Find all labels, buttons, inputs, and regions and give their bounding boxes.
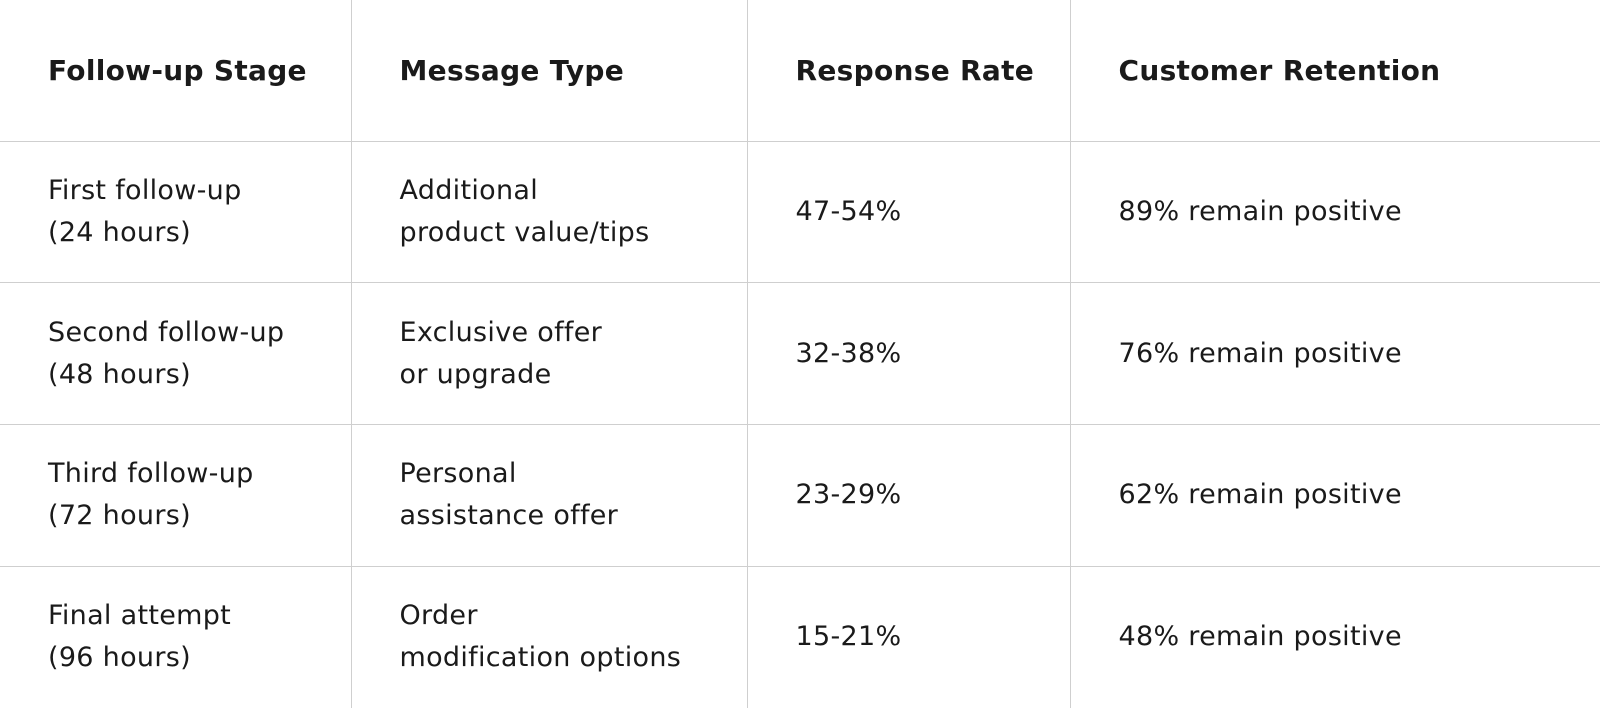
customer-retention-cell: 48% remain positive xyxy=(1069,565,1600,708)
stage-timing: (48 hours) xyxy=(48,358,191,390)
response-rate-cell: 47-54% xyxy=(746,140,1071,284)
header-response-rate: Response Rate xyxy=(746,0,1071,142)
message-type-line-2: or upgrade xyxy=(399,358,552,390)
header-follow-up-stage: Follow-up Stage xyxy=(0,0,352,142)
table-row: Third follow-up (72 hours) Personal assi… xyxy=(0,424,1600,567)
message-type-line-2: assistance offer xyxy=(399,500,619,532)
table-row: Final attempt (96 hours) Order modificat… xyxy=(0,565,1600,708)
response-rate-cell: 32-38% xyxy=(746,282,1071,425)
stage-name: Second follow-up xyxy=(48,316,285,348)
message-type-line-1: Exclusive offer xyxy=(399,316,603,348)
stage-name: First follow-up xyxy=(48,174,242,206)
message-type-cell: Order modification options xyxy=(350,565,748,708)
response-rate-cell: 23-29% xyxy=(746,424,1071,567)
message-type-line-2: modification options xyxy=(399,642,682,674)
table-row: First follow-up (24 hours) Additional pr… xyxy=(0,140,1600,284)
stage-name: Final attempt xyxy=(48,600,232,632)
header-customer-retention: Customer Retention xyxy=(1069,0,1600,142)
stage-timing: (72 hours) xyxy=(48,500,191,532)
message-type-line-1: Personal xyxy=(399,458,517,490)
header-message-type: Message Type xyxy=(350,0,748,142)
stage-timing: (24 hours) xyxy=(48,216,191,248)
stage-cell: Third follow-up (72 hours) xyxy=(0,424,352,567)
customer-retention-cell: 62% remain positive xyxy=(1069,424,1600,567)
message-type-line-1: Additional xyxy=(399,174,539,206)
message-type-cell: Additional product value/tips xyxy=(350,140,748,284)
message-type-line-1: Order xyxy=(399,600,478,632)
response-rate-cell: 15-21% xyxy=(746,565,1071,708)
customer-retention-cell: 89% remain positive xyxy=(1069,140,1600,284)
stage-name: Third follow-up xyxy=(48,458,254,490)
customer-retention-cell: 76% remain positive xyxy=(1069,282,1600,425)
stage-cell: First follow-up (24 hours) xyxy=(0,140,352,284)
message-type-cell: Exclusive offer or upgrade xyxy=(350,282,748,425)
stage-timing: (96 hours) xyxy=(48,642,191,674)
table-header-row: Follow-up Stage Message Type Response Ra… xyxy=(0,0,1600,142)
stage-cell: Second follow-up (48 hours) xyxy=(0,282,352,425)
message-type-cell: Personal assistance offer xyxy=(350,424,748,567)
message-type-line-2: product value/tips xyxy=(399,216,650,248)
table-row: Second follow-up (48 hours) Exclusive of… xyxy=(0,282,1600,425)
stage-cell: Final attempt (96 hours) xyxy=(0,565,352,708)
